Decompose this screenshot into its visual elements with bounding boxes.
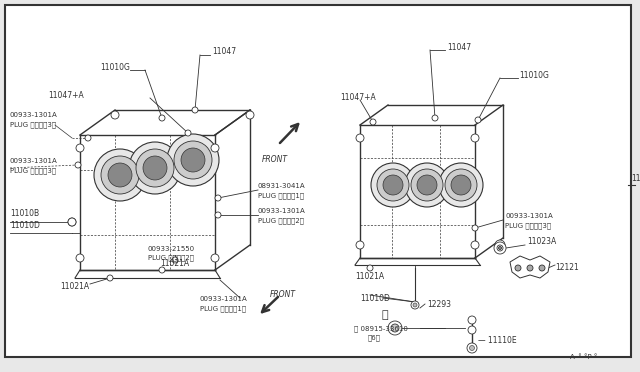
Text: 11047+A: 11047+A [340,93,376,102]
Circle shape [107,275,113,281]
Circle shape [85,135,91,141]
Circle shape [470,346,474,350]
Text: （6）: （6） [368,334,381,341]
Text: PLUG プラグ（3）: PLUG プラグ（3） [10,121,56,128]
Circle shape [495,240,505,250]
Circle shape [75,162,81,168]
Text: 11047: 11047 [212,48,236,57]
Text: PLUG プラグ（1）: PLUG プラグ（1） [200,305,246,312]
Circle shape [159,115,165,121]
Text: 11010G: 11010G [100,64,130,73]
Circle shape [499,247,502,250]
Text: Ⓥ: Ⓥ [381,310,388,320]
Circle shape [129,142,181,194]
Text: 11010: 11010 [631,174,640,183]
Circle shape [472,225,478,231]
Text: 00933-21550: 00933-21550 [148,246,195,252]
Circle shape [445,169,477,201]
Text: PLUG プラグ（2）: PLUG プラグ（2） [258,217,304,224]
Text: PLUG プラグ（2）: PLUG プラグ（2） [148,254,194,261]
Circle shape [136,149,174,187]
Text: 11023A: 11023A [527,237,556,247]
Circle shape [498,243,502,247]
Text: PLUG プラグ（1）: PLUG プラグ（1） [258,192,304,199]
Circle shape [370,119,376,125]
Circle shape [371,163,415,207]
Circle shape [405,163,449,207]
Circle shape [174,141,212,179]
Circle shape [111,111,119,119]
Text: 11010B: 11010B [10,209,39,218]
Circle shape [68,218,76,226]
Circle shape [167,134,219,186]
Circle shape [439,163,483,207]
Text: 11010D: 11010D [10,221,40,230]
Text: FRONT: FRONT [262,155,288,164]
Circle shape [215,212,221,218]
Circle shape [494,242,506,254]
Circle shape [471,134,479,142]
Circle shape [76,254,84,262]
Circle shape [94,149,146,201]
Text: FRONT: FRONT [270,290,296,299]
Text: 00933-1301A: 00933-1301A [10,158,58,164]
Text: 08931-3041A: 08931-3041A [258,183,306,189]
Circle shape [181,148,205,172]
Circle shape [108,163,132,187]
Circle shape [411,169,443,201]
Circle shape [101,156,139,194]
Circle shape [383,175,403,195]
Circle shape [515,265,521,271]
Text: 11021A: 11021A [60,282,89,291]
Text: 12293: 12293 [427,300,451,309]
Circle shape [497,245,503,251]
Text: 11021A: 11021A [355,272,384,281]
Text: PLUG プラグ（3）: PLUG プラグ（3） [505,222,551,229]
Circle shape [417,175,437,195]
Circle shape [215,195,221,201]
Circle shape [432,115,438,121]
Text: 00933-1301A: 00933-1301A [200,296,248,302]
Circle shape [475,117,481,123]
Circle shape [76,144,84,152]
Circle shape [471,241,479,249]
Circle shape [211,144,219,152]
Text: 00933-1301A: 00933-1301A [505,213,553,219]
Text: 11010G: 11010G [519,71,549,80]
Circle shape [451,175,471,195]
Circle shape [377,169,409,201]
Circle shape [172,257,178,263]
Circle shape [467,343,477,353]
Circle shape [68,218,76,226]
Text: — 11110E: — 11110E [478,336,516,345]
Circle shape [391,324,399,332]
Circle shape [411,301,419,309]
Circle shape [192,107,198,113]
Circle shape [356,134,364,142]
Circle shape [159,267,165,273]
Circle shape [143,156,167,180]
Circle shape [527,265,533,271]
Circle shape [185,130,191,136]
Text: 11021A: 11021A [160,259,189,268]
Text: 11010D: 11010D [360,294,390,303]
Circle shape [246,111,254,119]
Text: PLUG プラグ（3）: PLUG プラグ（3） [10,167,56,174]
Text: 00933-1301A: 00933-1301A [10,112,58,118]
Text: 11047: 11047 [447,42,471,51]
Circle shape [539,265,545,271]
Polygon shape [510,256,550,278]
Circle shape [388,321,402,335]
Circle shape [413,303,417,307]
Text: 12121: 12121 [555,263,579,272]
Text: Ⓥ 08915-33610: Ⓥ 08915-33610 [354,325,408,331]
Text: 00933-1301A: 00933-1301A [258,208,306,214]
Circle shape [356,241,364,249]
Text: 11047+A: 11047+A [48,92,84,100]
Circle shape [367,265,373,271]
Circle shape [468,326,476,334]
Circle shape [468,316,476,324]
Circle shape [211,254,219,262]
Text: A··°·°P·°: A··°·°P·° [570,354,598,360]
